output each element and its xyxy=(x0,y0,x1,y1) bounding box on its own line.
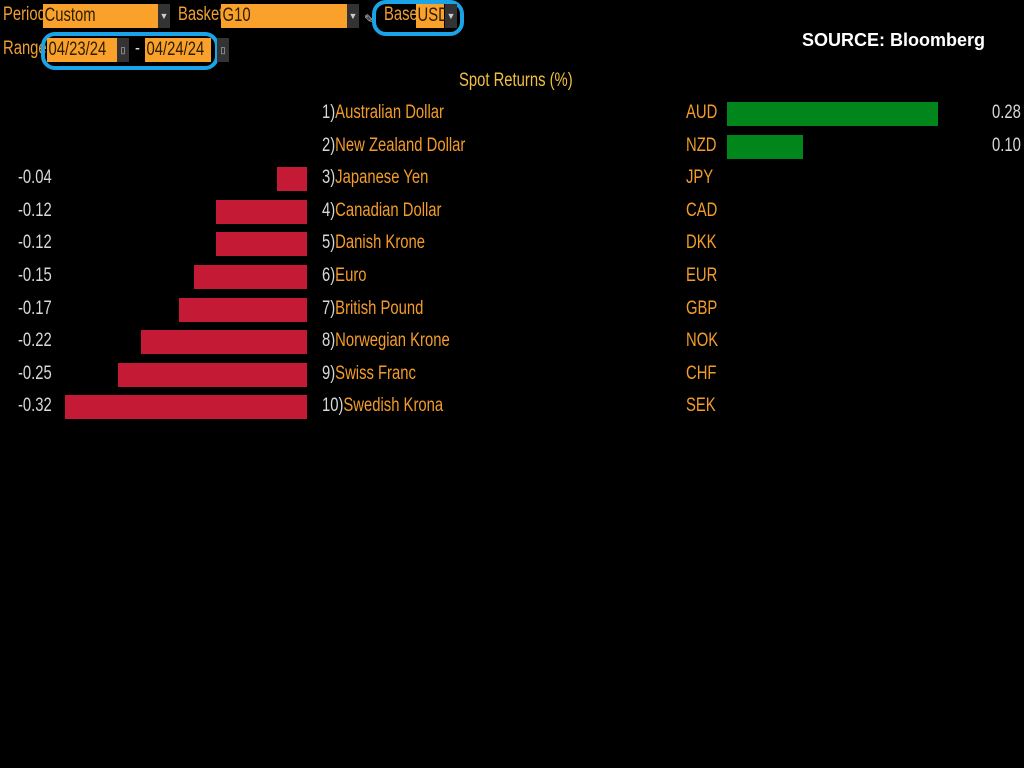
base-dropdown-icon[interactable]: ▼ xyxy=(445,4,457,28)
period-label: Period xyxy=(3,4,46,25)
edit-pencil-icon[interactable]: ✎ xyxy=(364,12,375,26)
currency-name[interactable]: 7)British Pound xyxy=(322,298,452,320)
currency-row[interactable]: -0.12 4)Canadian Dollar CAD xyxy=(0,196,1024,228)
rank-label: 1) xyxy=(322,102,336,123)
currency-name[interactable]: 3)Japanese Yen xyxy=(322,167,458,189)
currency-name[interactable]: 8)Norwegian Krone xyxy=(322,330,486,352)
currency-code: EUR xyxy=(686,265,718,286)
negative-bar xyxy=(65,395,307,420)
currency-name[interactable]: 1)Australian Dollar xyxy=(322,102,478,124)
currency-name[interactable]: 4)Canadian Dollar xyxy=(322,200,475,222)
negative-bar xyxy=(118,362,307,387)
currency-name-text: British Pound xyxy=(335,297,424,319)
value-label: -0.32 xyxy=(18,395,52,417)
currency-row[interactable]: -0.12 5)Danish Krone DKK xyxy=(0,228,1024,260)
currency-row[interactable]: -0.25 9)Swiss Franc CHF xyxy=(0,359,1024,391)
period-select[interactable]: Custom xyxy=(43,4,158,28)
source-label: SOURCE: Bloomberg xyxy=(802,30,986,50)
negative-bar xyxy=(193,265,307,289)
negative-bar xyxy=(216,199,307,224)
rank-label: 7) xyxy=(322,297,336,319)
negative-bar xyxy=(178,297,307,322)
value-label: -0.22 xyxy=(18,330,52,352)
value-label: -0.25 xyxy=(18,362,52,384)
base-label: Base xyxy=(384,4,418,25)
currency-name-text: Norwegian Krone xyxy=(335,330,450,352)
rank-label: 3) xyxy=(322,167,336,189)
currency-code: SEK xyxy=(686,395,716,417)
currency-name-text: Swiss Franc xyxy=(335,362,416,384)
currency-code: CHF xyxy=(686,362,717,384)
value-label: -0.12 xyxy=(18,199,52,221)
range-start-input[interactable]: 04/23/24 xyxy=(47,38,117,62)
calendar-end-icon[interactable]: ▯ xyxy=(217,38,229,62)
currency-code: DKK xyxy=(686,232,717,254)
rank-label: 4) xyxy=(322,199,336,221)
basket-dropdown-icon[interactable]: ▼ xyxy=(347,4,359,28)
range-separator: - xyxy=(135,38,140,59)
rank-label: 10) xyxy=(322,395,344,417)
rank-label: 8) xyxy=(322,330,336,352)
currency-row[interactable]: -0.32 10)Swedish Krona SEK xyxy=(0,391,1024,423)
currency-code: NZD xyxy=(686,134,717,156)
currency-code: GBP xyxy=(686,297,718,319)
value-label: -0.17 xyxy=(18,297,52,319)
currency-name[interactable]: 5)Danish Krone xyxy=(322,232,454,254)
chart-title: Spot Returns (%) xyxy=(459,70,573,91)
value-label: -0.15 xyxy=(18,265,52,286)
basket-select[interactable]: G10 xyxy=(221,4,347,28)
base-select[interactable]: USD xyxy=(416,4,449,28)
currency-row[interactable]: 0.28 1)Australian Dollar AUD xyxy=(0,98,1024,130)
range-end-input[interactable]: 04/24/24 xyxy=(145,38,211,62)
negative-bar xyxy=(140,330,307,355)
value-label: 0.10 xyxy=(992,134,1021,156)
currency-row[interactable]: -0.17 7)British Pound GBP xyxy=(0,294,1024,326)
value-label: 0.28 xyxy=(992,102,1021,123)
rank-label: 9) xyxy=(322,362,336,384)
rank-label: 2) xyxy=(322,134,336,156)
currency-code: AUD xyxy=(686,102,718,123)
positive-bar xyxy=(727,134,803,159)
currency-name-text: Swedish Krona xyxy=(343,395,444,417)
value-label: -0.12 xyxy=(18,232,52,254)
currency-name-text: Euro xyxy=(335,265,367,286)
currency-name-text: Japanese Yen xyxy=(335,167,429,189)
currency-name[interactable]: 10)Swedish Krona xyxy=(322,395,477,417)
currency-row[interactable]: -0.22 8)Norwegian Krone NOK xyxy=(0,326,1024,358)
period-dropdown-icon[interactable]: ▼ xyxy=(158,4,170,28)
value-label: -0.04 xyxy=(18,167,52,189)
currency-row[interactable]: 0.10 2)New Zealand Dollar NZD xyxy=(0,131,1024,163)
currency-name-text: Australian Dollar xyxy=(335,102,444,123)
positive-bar xyxy=(727,102,939,126)
basket-label: Basket xyxy=(178,4,224,25)
range-label: Range xyxy=(3,38,47,59)
rank-label: 6) xyxy=(322,265,336,286)
currency-name[interactable]: 6)Euro xyxy=(322,265,379,287)
currency-name-text: Danish Krone xyxy=(335,232,425,254)
calendar-start-icon[interactable]: ▯ xyxy=(117,38,129,62)
currency-name-text: Canadian Dollar xyxy=(335,199,442,221)
currency-row[interactable]: -0.15 6)Euro EUR xyxy=(0,261,1024,293)
currency-name[interactable]: 2)New Zealand Dollar xyxy=(322,135,506,157)
currency-code: NOK xyxy=(686,330,719,352)
base-highlight xyxy=(372,0,464,36)
currency-name-text: New Zealand Dollar xyxy=(335,134,466,156)
currency-row[interactable]: -0.04 3)Japanese Yen JPY xyxy=(0,163,1024,195)
currency-code: CAD xyxy=(686,199,718,221)
currency-name[interactable]: 9)Swiss Franc xyxy=(322,363,442,385)
negative-bar xyxy=(276,167,307,192)
negative-bar xyxy=(216,232,307,257)
currency-code: JPY xyxy=(686,167,714,189)
rank-label: 5) xyxy=(322,232,336,254)
